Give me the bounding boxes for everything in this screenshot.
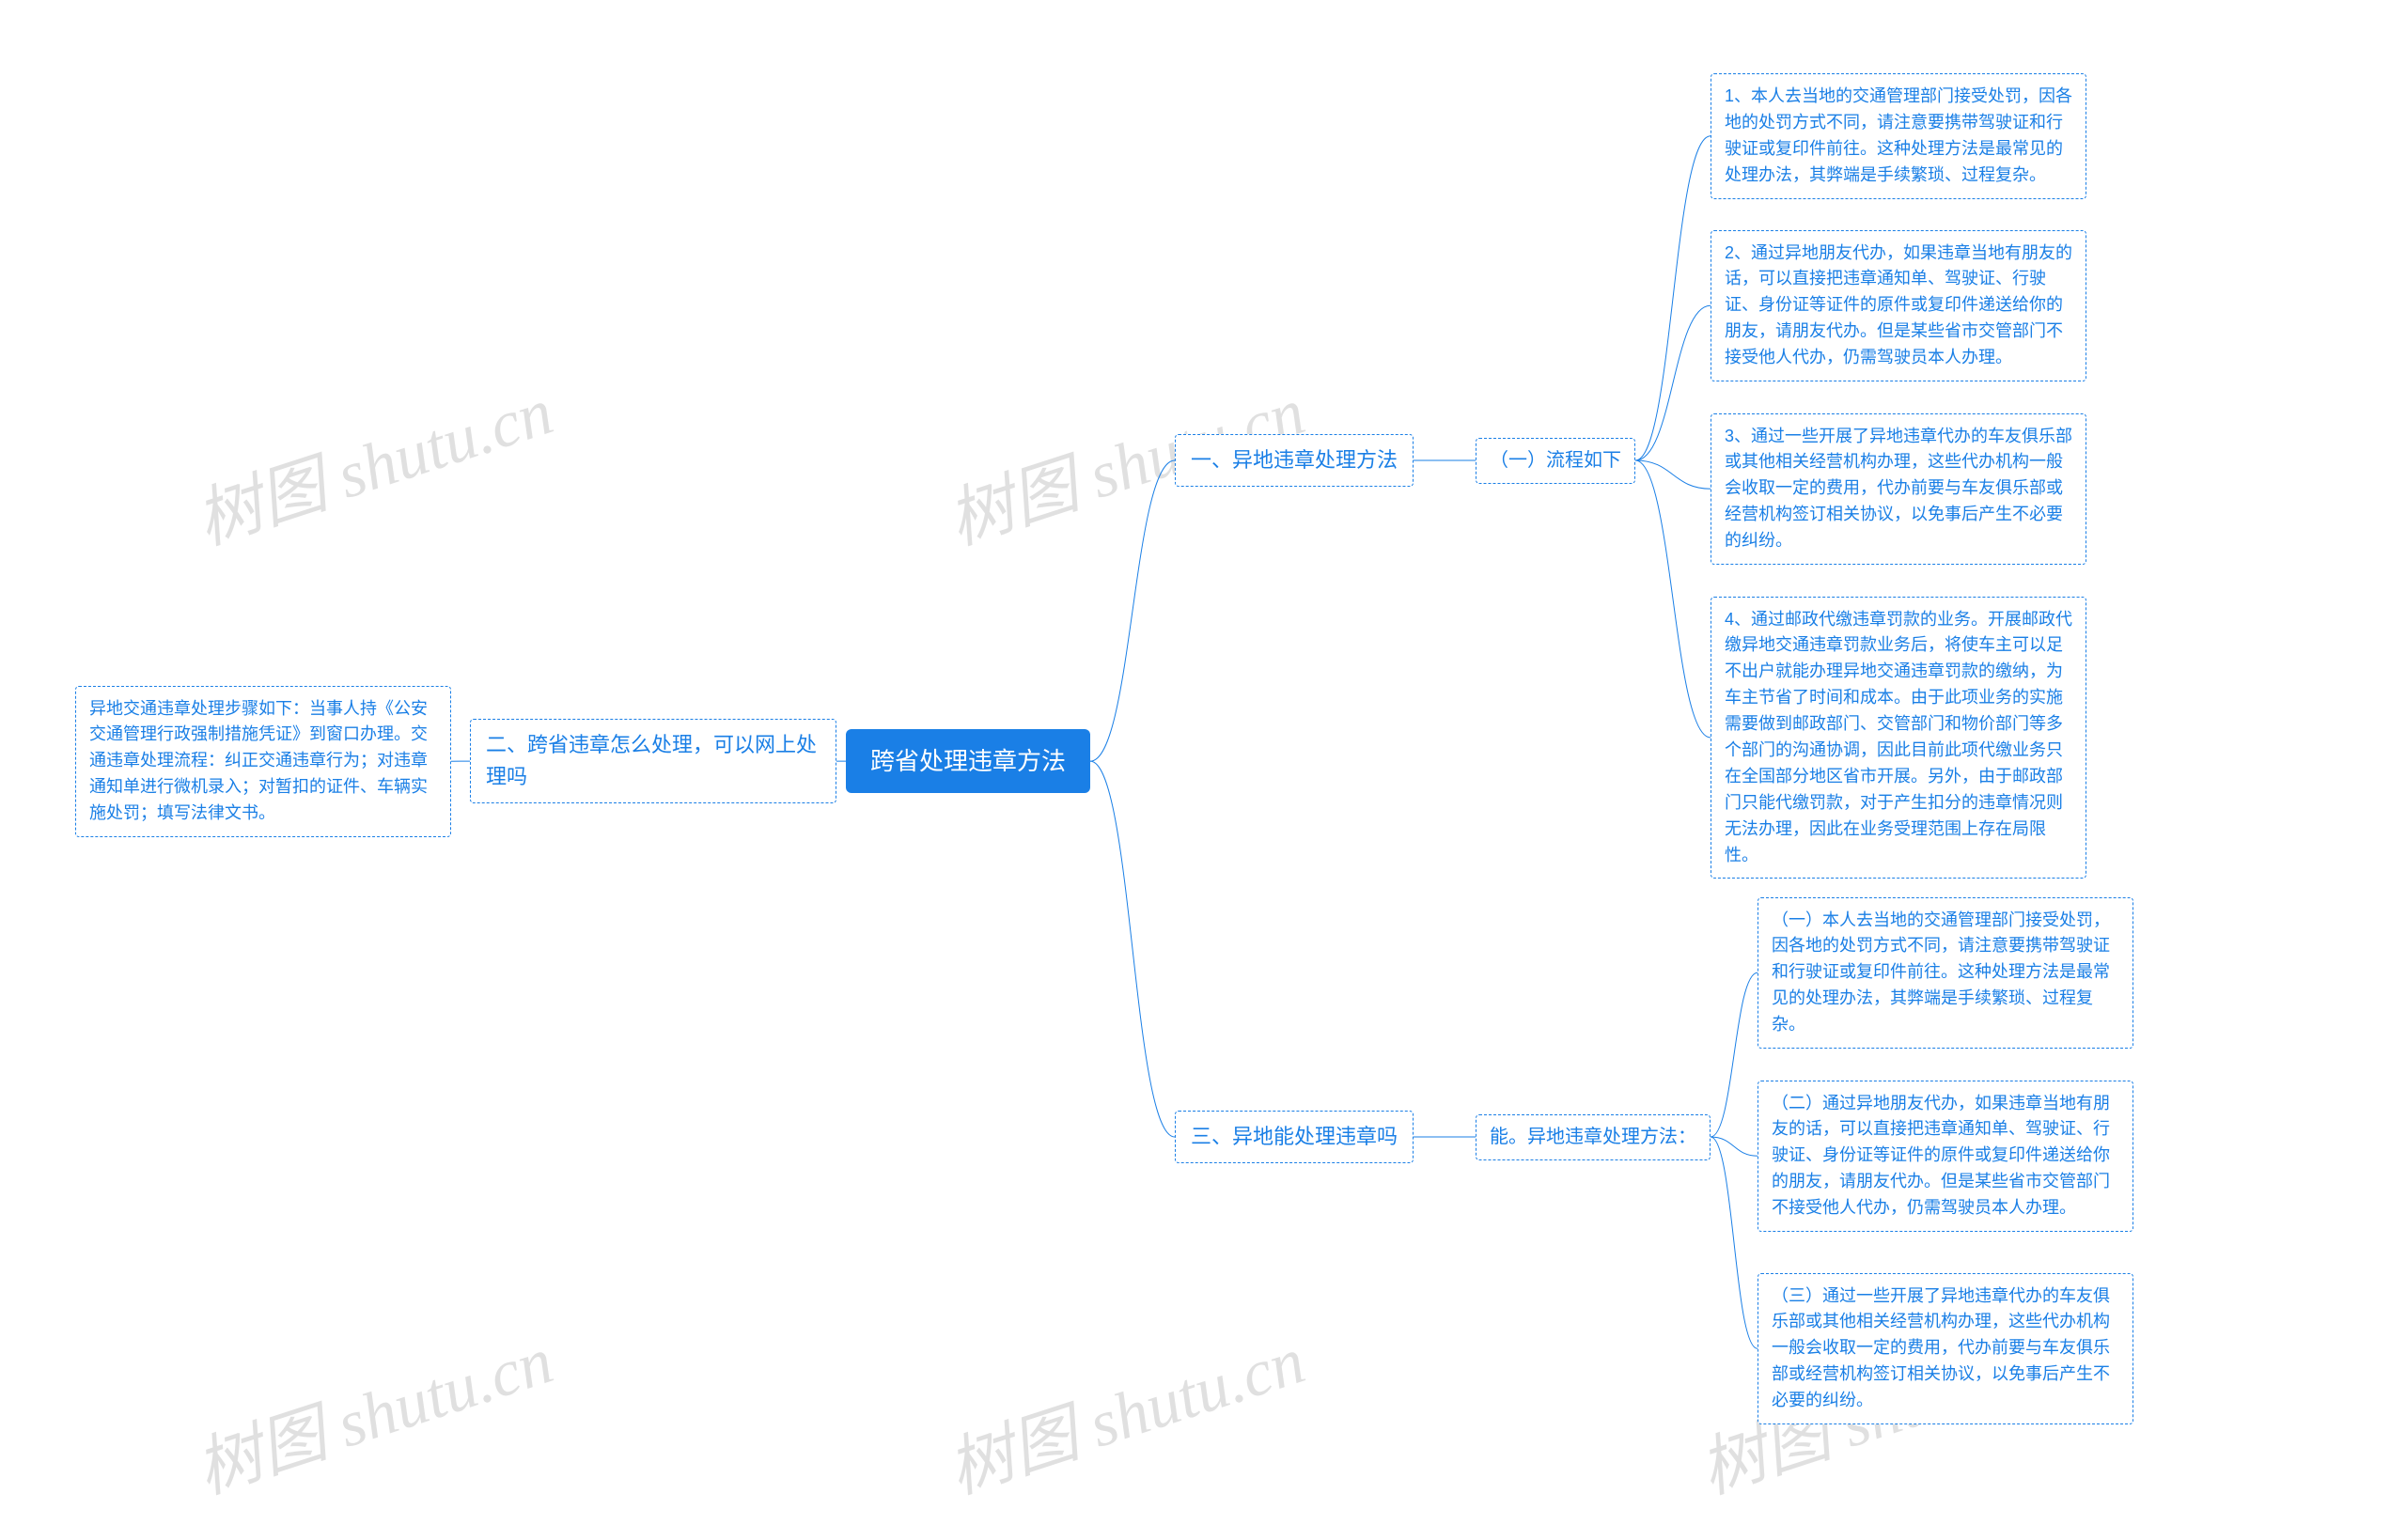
branch-1-sub[interactable]: （一）流程如下 xyxy=(1476,438,1635,484)
branch-2-leaf[interactable]: 异地交通违章处理步骤如下：当事人持《公安交通管理行政强制措施凭证》到窗口办理。交… xyxy=(75,686,451,837)
branch-2[interactable]: 二、跨省违章怎么处理，可以网上处理吗 xyxy=(470,719,836,803)
branch-3-leaf-2[interactable]: （二）通过异地朋友代办，如果违章当地有朋友的话，可以直接把违章通知单、驾驶证、行… xyxy=(1758,1081,2133,1232)
branch-3-sub[interactable]: 能。异地违章处理方法： xyxy=(1476,1114,1711,1160)
branch-1-leaf-1[interactable]: 1、本人去当地的交通管理部门接受处罚，因各地的处罚方式不同，请注意要携带驾驶证和… xyxy=(1711,73,2086,199)
branch-1-leaf-2[interactable]: 2、通过异地朋友代办，如果违章当地有朋友的话，可以直接把违章通知单、驾驶证、行驶… xyxy=(1711,230,2086,381)
branch-3-leaf-3[interactable]: （三）通过一些开展了异地违章代办的车友俱乐部或其他相关经营机构办理，这些代办机构… xyxy=(1758,1273,2133,1424)
branch-3[interactable]: 三、异地能处理违章吗 xyxy=(1175,1111,1414,1163)
branch-1-leaf-4[interactable]: 4、通过邮政代缴违章罚款的业务。开展邮政代缴异地交通违章罚款业务后，将使车主可以… xyxy=(1711,597,2086,879)
branch-3-leaf-1[interactable]: （一）本人去当地的交通管理部门接受处罚，因各地的处罚方式不同，请注意要携带驾驶证… xyxy=(1758,897,2133,1049)
branch-1[interactable]: 一、异地违章处理方法 xyxy=(1175,434,1414,487)
branch-1-leaf-3[interactable]: 3、通过一些开展了异地违章代办的车友俱乐部或其他相关经营机构办理，这些代办机构一… xyxy=(1711,413,2086,565)
root-node[interactable]: 跨省处理违章方法 xyxy=(846,729,1090,793)
